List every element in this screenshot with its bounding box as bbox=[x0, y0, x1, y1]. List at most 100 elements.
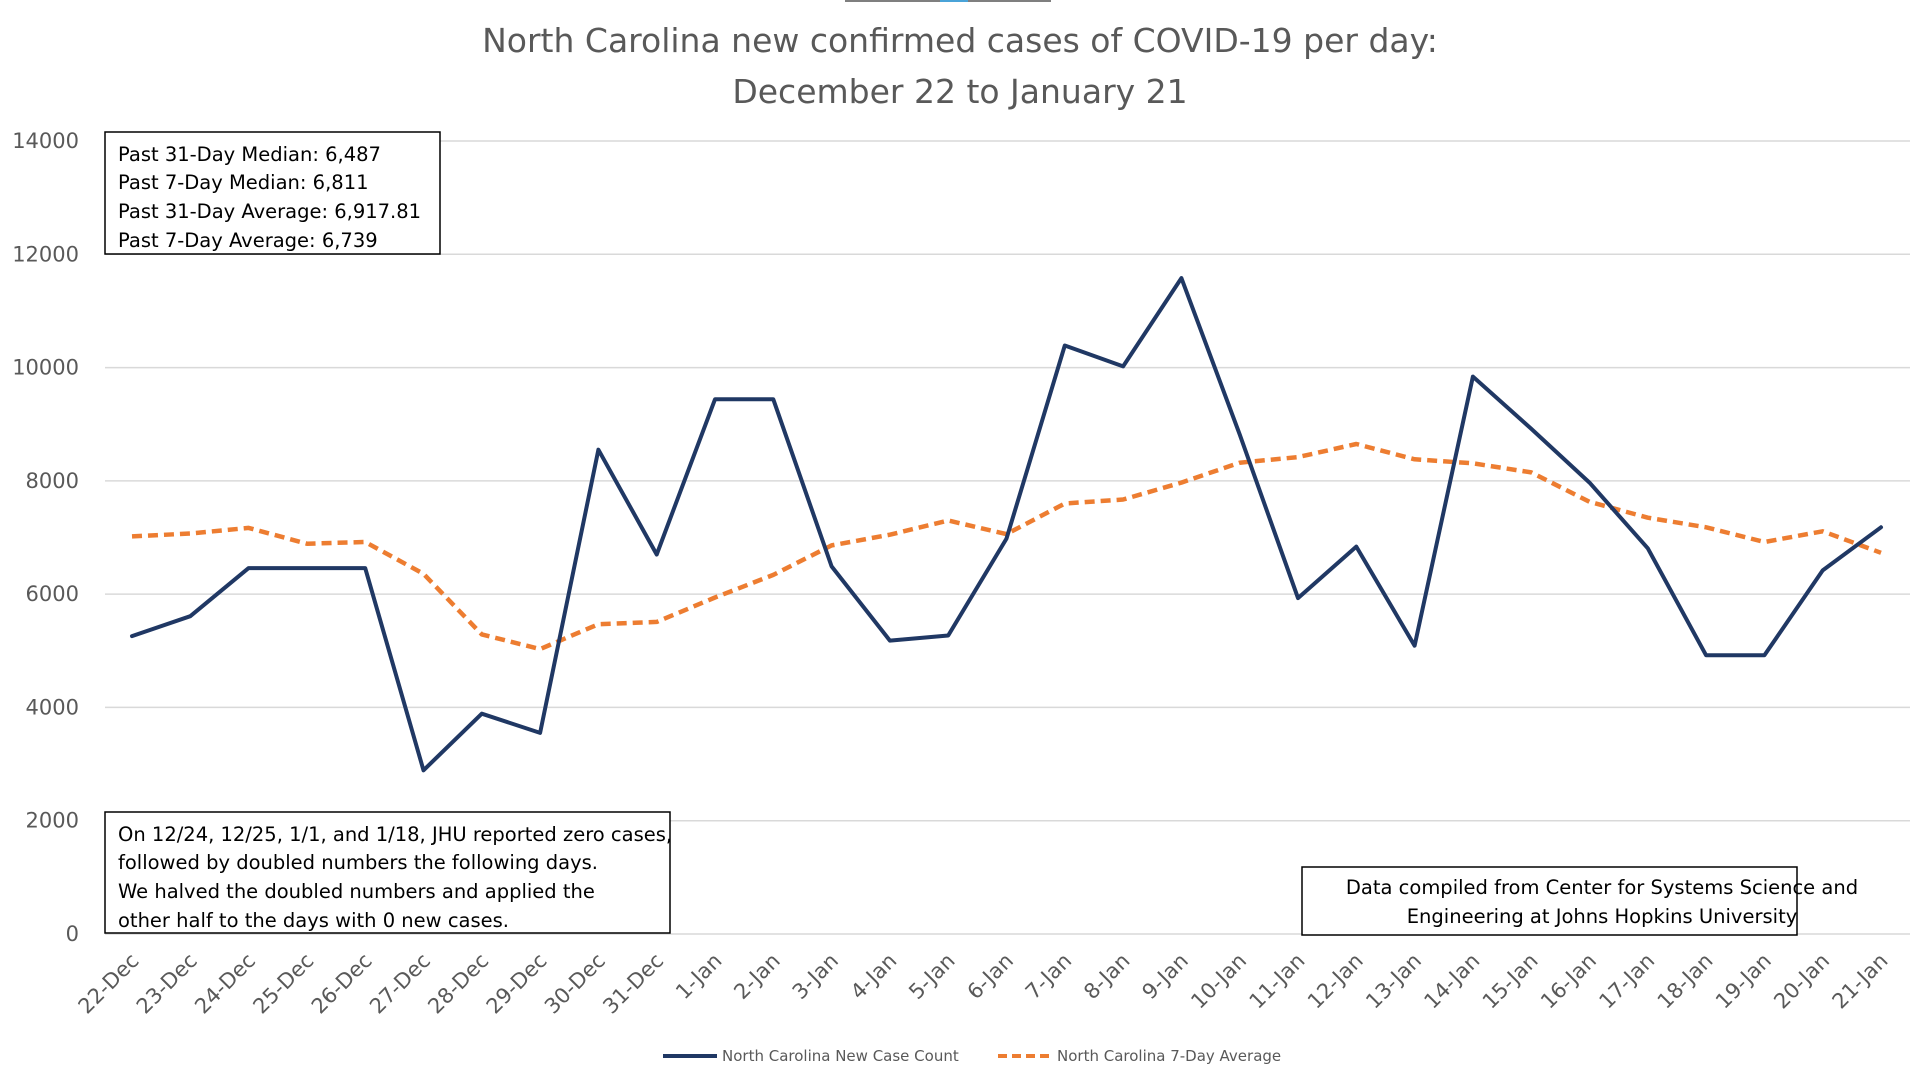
data-point bbox=[946, 633, 950, 637]
top-decor-accent bbox=[940, 0, 968, 2]
x-tick-label: 24-Dec bbox=[190, 949, 260, 1019]
x-tick-label: 1-Jan bbox=[671, 949, 726, 1004]
data-point bbox=[1821, 568, 1825, 572]
y-axis-ticks: 0 2000 4000 6000 8000 10000 12000 14000 bbox=[12, 129, 79, 946]
data-point bbox=[830, 564, 834, 568]
data-point bbox=[1646, 516, 1650, 520]
data-point bbox=[188, 614, 192, 618]
data-point bbox=[1063, 502, 1067, 506]
data-point bbox=[655, 552, 659, 556]
x-tick-label: 18-Jan bbox=[1653, 949, 1718, 1014]
x-tick-label: 30-Dec bbox=[540, 949, 610, 1019]
data-point bbox=[1588, 481, 1592, 485]
data-point bbox=[655, 620, 659, 624]
data-point bbox=[1762, 653, 1766, 657]
data-point bbox=[1529, 427, 1533, 431]
data-point bbox=[1121, 364, 1125, 368]
data-point bbox=[1879, 525, 1883, 529]
x-tick-label: 15-Jan bbox=[1478, 949, 1543, 1014]
y-tick-label: 4000 bbox=[26, 695, 79, 719]
chart-title-line-1: North Carolina new confirmed cases of CO… bbox=[482, 21, 1438, 60]
stats-box-line: Past 7-Day Average: 6,739 bbox=[118, 229, 378, 252]
y-tick-label: 8000 bbox=[26, 469, 79, 493]
x-tick-label: 3-Jan bbox=[788, 949, 843, 1004]
data-point bbox=[1588, 500, 1592, 504]
note-box-line: On 12/24, 12/25, 1/1, and 1/18, JHU repo… bbox=[118, 823, 672, 846]
x-tick-label: 29-Dec bbox=[482, 949, 552, 1019]
x-tick-label: 20-Jan bbox=[1769, 949, 1834, 1014]
data-point bbox=[888, 533, 892, 537]
x-tick-label: 6-Jan bbox=[963, 949, 1018, 1004]
data-point bbox=[305, 566, 309, 570]
note-box-border bbox=[104, 811, 671, 934]
data-point bbox=[363, 540, 367, 544]
x-tick-label: 11-Jan bbox=[1245, 949, 1310, 1014]
data-point bbox=[888, 639, 892, 643]
series-lines bbox=[130, 276, 1883, 773]
source-box-border bbox=[1301, 866, 1798, 936]
data-point bbox=[1296, 455, 1300, 459]
data-point bbox=[1471, 461, 1475, 465]
data-point bbox=[422, 768, 426, 772]
source-box-line: Data compiled from Center for Systems Sc… bbox=[1346, 876, 1858, 899]
x-tick-label: 31-Dec bbox=[598, 949, 668, 1019]
data-point bbox=[1063, 343, 1067, 347]
x-tick-label: 26-Dec bbox=[307, 949, 377, 1019]
x-tick-label: 22-Dec bbox=[74, 949, 144, 1019]
data-point bbox=[1413, 457, 1417, 461]
chart-title-line-2: December 22 to January 21 bbox=[732, 72, 1187, 111]
data-point bbox=[538, 731, 542, 735]
data-point bbox=[130, 534, 134, 538]
data-point bbox=[1179, 276, 1183, 280]
data-point bbox=[422, 572, 426, 576]
x-axis-ticks: 22-Dec23-Dec24-Dec25-Dec26-Dec27-Dec28-D… bbox=[74, 949, 1893, 1019]
series-line-new-case-count bbox=[130, 276, 1883, 773]
x-tick-label: 5-Jan bbox=[904, 949, 959, 1004]
note-annotation-box: On 12/24, 12/25, 1/1, and 1/18, JHU repo… bbox=[104, 811, 672, 934]
y-tick-label: 0 bbox=[66, 922, 79, 946]
x-tick-label: 25-Dec bbox=[248, 949, 318, 1019]
x-tick-label: 9-Jan bbox=[1137, 949, 1192, 1004]
x-tick-label: 16-Jan bbox=[1536, 949, 1601, 1014]
x-tick-label: 13-Jan bbox=[1361, 949, 1426, 1014]
data-point bbox=[480, 712, 484, 716]
stats-annotation-box: Past 31-Day Median: 6,487 Past 7-Day Med… bbox=[104, 131, 441, 255]
source-box-line: Engineering at Johns Hopkins University bbox=[1407, 905, 1798, 928]
y-tick-label: 14000 bbox=[12, 129, 79, 153]
series-line-7-day-average bbox=[131, 441, 1882, 652]
data-point bbox=[596, 622, 600, 626]
x-tick-label: 12-Jan bbox=[1303, 949, 1368, 1014]
data-point bbox=[247, 566, 251, 570]
note-box-line: other half to the days with 0 new cases. bbox=[118, 909, 509, 932]
y-tick-label: 12000 bbox=[12, 242, 79, 266]
data-point bbox=[1879, 551, 1883, 555]
x-tick-label: 23-Dec bbox=[132, 949, 202, 1019]
data-point bbox=[1179, 481, 1183, 485]
data-point bbox=[363, 566, 367, 570]
data-point bbox=[830, 543, 834, 547]
data-point bbox=[480, 632, 484, 636]
note-box-line: We halved the doubled numbers and applie… bbox=[118, 880, 595, 903]
data-point bbox=[596, 448, 600, 452]
x-tick-label: 14-Jan bbox=[1419, 949, 1484, 1014]
data-point bbox=[1238, 461, 1242, 465]
stats-box-border bbox=[104, 131, 441, 255]
data-point bbox=[1296, 596, 1300, 600]
legend-label-new-case-count: North Carolina New Case Count bbox=[722, 1047, 959, 1065]
x-tick-label: 4-Jan bbox=[846, 949, 901, 1004]
x-tick-label: 10-Jan bbox=[1186, 949, 1251, 1014]
data-point bbox=[1646, 546, 1650, 550]
data-point bbox=[1821, 529, 1825, 533]
x-tick-label: 8-Jan bbox=[1079, 949, 1134, 1004]
source-annotation-box: Data compiled from Center for Systems Sc… bbox=[1301, 866, 1858, 936]
y-tick-label: 10000 bbox=[12, 356, 79, 380]
x-tick-label: 7-Jan bbox=[1021, 949, 1076, 1004]
data-point bbox=[247, 526, 251, 530]
data-point bbox=[1704, 525, 1708, 529]
data-point bbox=[1471, 375, 1475, 379]
data-point bbox=[713, 397, 717, 401]
stats-box-line: Past 31-Day Median: 6,487 bbox=[118, 143, 381, 166]
x-tick-label: 21-Jan bbox=[1828, 949, 1893, 1014]
data-point bbox=[771, 573, 775, 577]
